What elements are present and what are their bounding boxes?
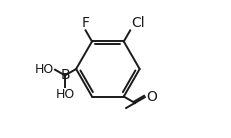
Text: Cl: Cl bbox=[130, 16, 144, 30]
Text: HO: HO bbox=[35, 63, 54, 76]
Text: B: B bbox=[60, 68, 70, 82]
Text: F: F bbox=[81, 16, 89, 30]
Text: HO: HO bbox=[55, 88, 74, 101]
Text: O: O bbox=[146, 90, 157, 104]
